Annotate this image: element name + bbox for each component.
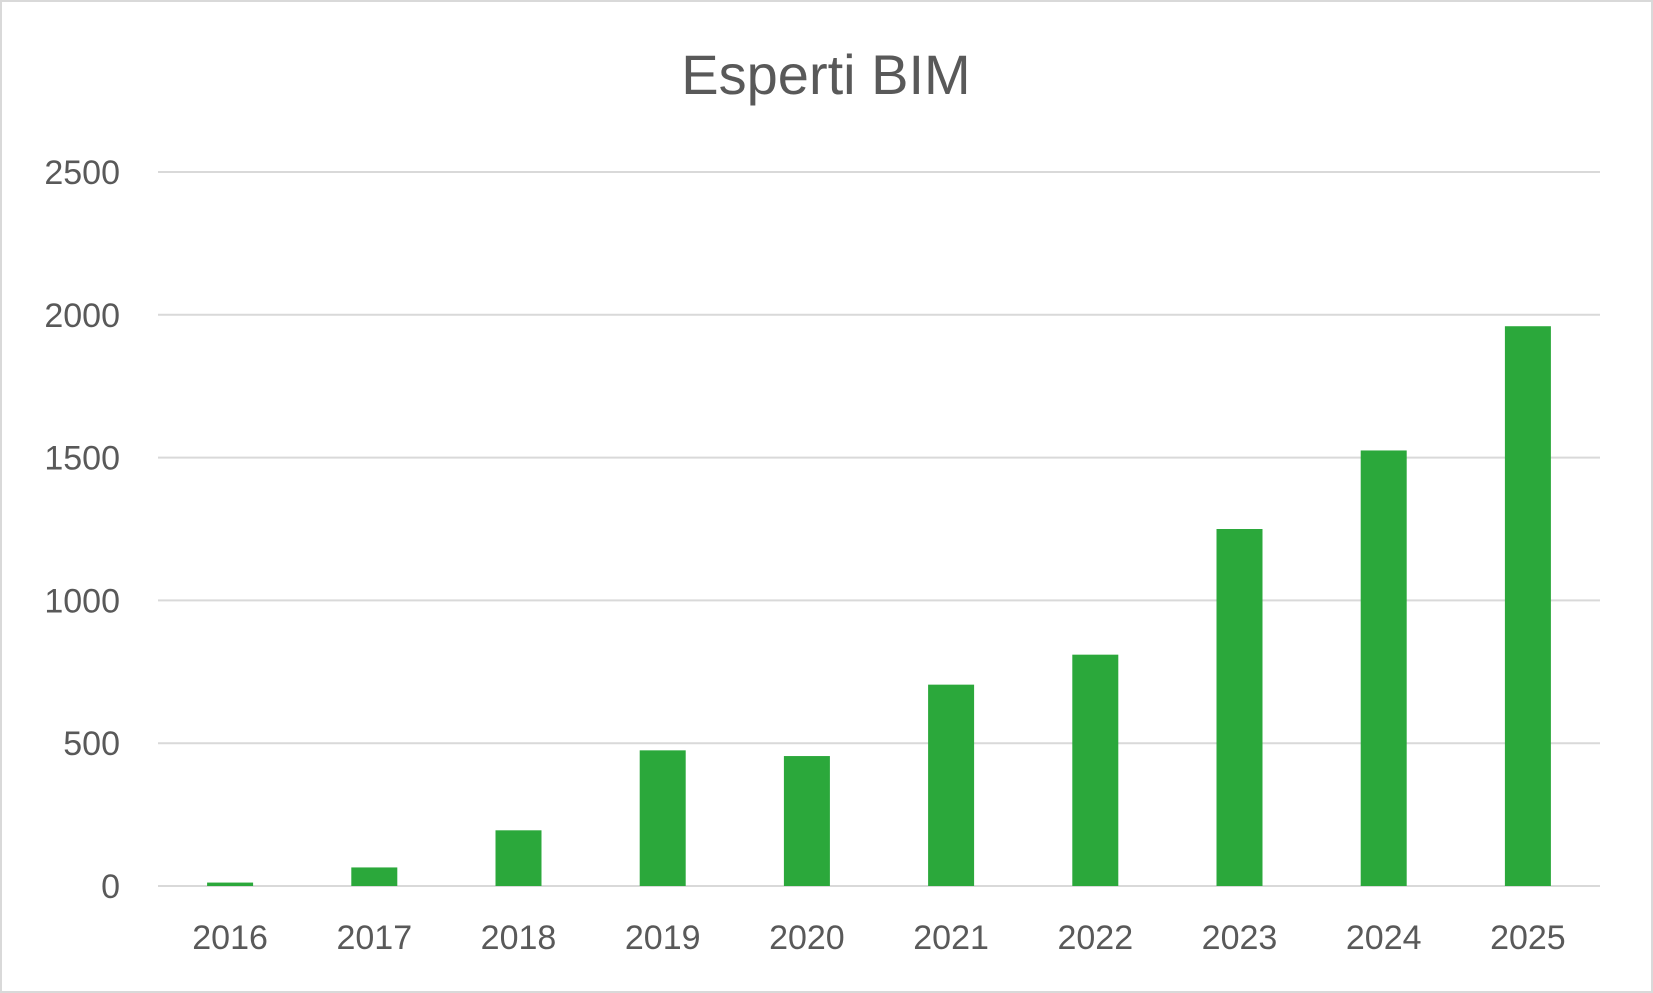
x-tick-label: 2023 — [1202, 919, 1278, 957]
bar-2016 — [207, 882, 254, 886]
x-tick-label: 2024 — [1346, 919, 1422, 957]
y-tick-label: 500 — [63, 725, 120, 763]
bar-2020 — [783, 756, 830, 886]
x-tick-label: 2018 — [481, 919, 557, 957]
bar-2023 — [1216, 529, 1263, 886]
y-tick-label: 2000 — [44, 297, 120, 335]
bars — [207, 326, 1551, 886]
bar-2017 — [351, 867, 398, 886]
bar-2019 — [639, 750, 686, 886]
x-tick-label: 2017 — [336, 919, 412, 957]
y-tick-label: 0 — [101, 868, 120, 906]
y-tick-label: 1000 — [44, 582, 120, 620]
bar-2018 — [495, 830, 542, 886]
x-tick-label: 2025 — [1490, 919, 1566, 957]
y-tick-label: 2500 — [44, 154, 120, 192]
y-tick-label: 1500 — [44, 440, 120, 478]
x-tick-label: 2016 — [192, 919, 268, 957]
bar-2025 — [1504, 326, 1551, 886]
gridlines — [158, 171, 1600, 887]
bar-2021 — [928, 684, 975, 886]
y-axis-tick-labels: 0 500 1000 1500 2000 2500 — [44, 154, 120, 906]
bar-2022 — [1072, 654, 1119, 886]
x-tick-label: 2022 — [1057, 919, 1133, 957]
chart-title: Esperti BIM — [681, 43, 970, 106]
x-tick-label: 2021 — [913, 919, 989, 957]
x-tick-label: 2019 — [625, 919, 701, 957]
bar-2024 — [1360, 450, 1407, 886]
x-tick-label: 2020 — [769, 919, 845, 957]
x-axis-tick-labels: 2016 2017 2018 2019 2020 2021 2022 2023 2024 2025 — [192, 919, 1565, 957]
